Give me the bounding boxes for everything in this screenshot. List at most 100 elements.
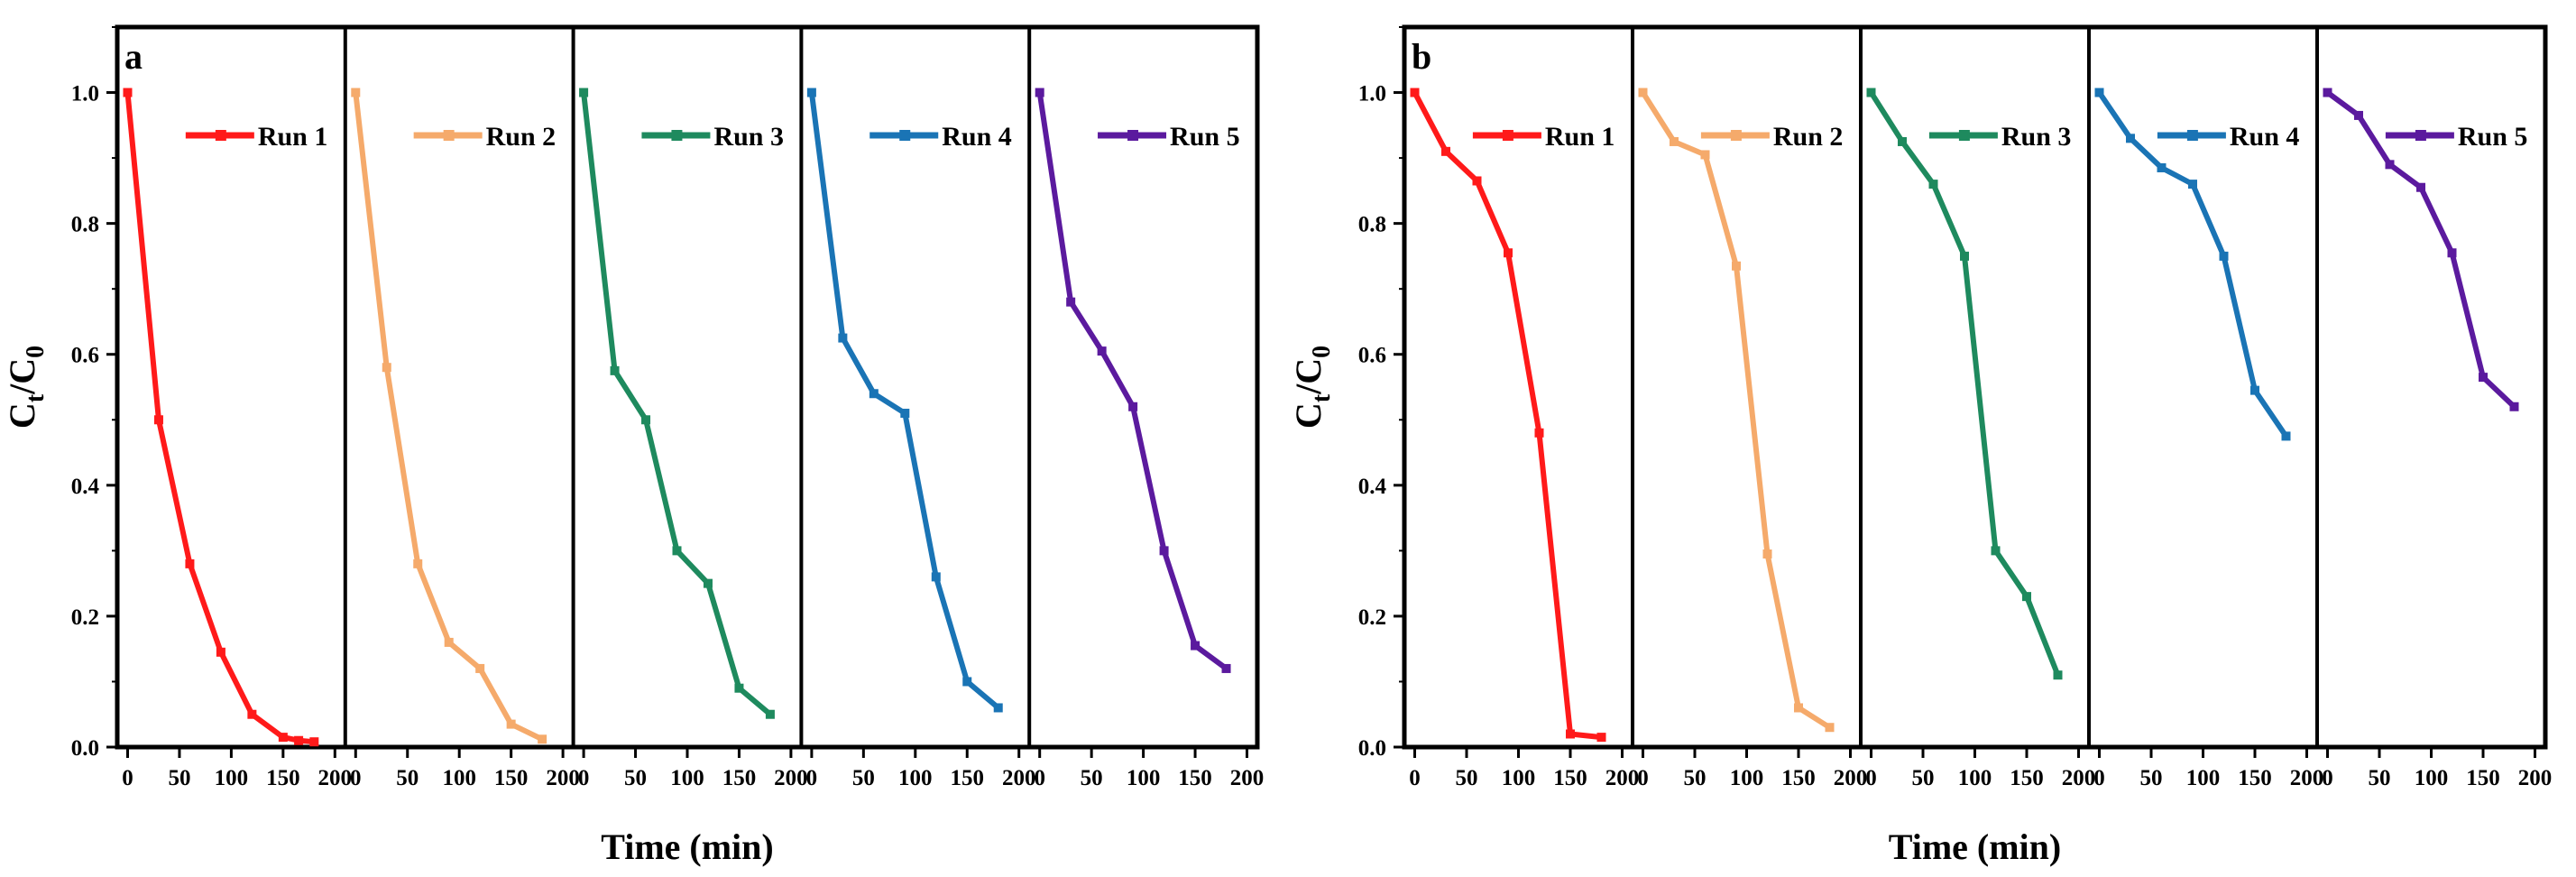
x-tick-label: 200: [546, 766, 580, 790]
data-point: [703, 578, 713, 588]
y-tick-label: 0.8: [1358, 213, 1386, 237]
panel-b: 0.0 0.2 0.4 0.6 0.8 1.0 b Ct/C0 Time (min) 0 50 100…: [1288, 24, 2553, 867]
series-line: [581, 92, 772, 717]
x-tick-label: 0: [122, 766, 133, 790]
x-tick-label: 100: [670, 766, 704, 790]
y-tick-label: 0.2: [71, 605, 99, 630]
series-line: [1868, 90, 2061, 677]
data-point: [1866, 88, 1876, 97]
y-tick-label: 0.6: [1358, 344, 1386, 368]
x-tick-label: 50: [1081, 766, 1103, 790]
x-tick-label: 50: [1684, 766, 1707, 790]
data-point: [1960, 251, 1969, 261]
y-tick-label: 0.0: [71, 736, 99, 761]
x-tick-label: 150: [1781, 766, 1816, 790]
data-point: [247, 709, 257, 719]
data-point: [278, 733, 288, 743]
x-tick-label: 150: [2010, 766, 2044, 790]
data-point: [2479, 373, 2488, 383]
legend-label: Run 5: [1170, 122, 1240, 152]
data-point: [1825, 723, 1835, 733]
x-tick-label: 100: [1958, 766, 1992, 790]
legend-marker: [1958, 130, 1970, 141]
data-point: [1638, 88, 1648, 97]
legend-marker: [1730, 130, 1742, 141]
x-tick-label: 200: [2518, 766, 2553, 790]
data-point: [1441, 146, 1450, 156]
legend-label: Run 1: [258, 122, 328, 152]
data-point: [216, 647, 225, 657]
legend-marker: [2186, 130, 2198, 141]
x-tick-label: 0: [2093, 766, 2105, 790]
x-tick-label: 100: [1127, 766, 1161, 790]
data-point: [2126, 134, 2135, 143]
data-point: [2250, 385, 2259, 395]
data-point: [1898, 136, 1907, 146]
y-tick-label: 0.2: [1358, 605, 1386, 630]
y-axis-label: Ct/C0: [1288, 346, 1336, 429]
x-tick-label: 150: [1178, 766, 1212, 790]
data-point: [1991, 546, 2001, 556]
series-line: [1036, 92, 1228, 671]
legend-marker: [1502, 130, 1513, 141]
data-point: [2157, 162, 2167, 172]
data-point: [2385, 160, 2395, 170]
legend-label: Run 4: [2230, 122, 2300, 152]
data-point: [2022, 592, 2031, 602]
panel-letter: a: [124, 36, 143, 77]
data-point: [993, 703, 1003, 713]
data-point: [1732, 261, 1741, 271]
data-point: [1097, 346, 1107, 356]
x-tick-label: 150: [951, 766, 985, 790]
data-point: [1128, 402, 1138, 411]
legend-label: Run 5: [2458, 122, 2528, 152]
x-tick-label: 100: [215, 766, 249, 790]
x-tick-label: 0: [1034, 766, 1045, 790]
x-tick-label: 200: [2062, 766, 2096, 790]
data-point: [1762, 549, 1772, 559]
data-point: [413, 559, 423, 568]
x-axis-label: Time (min): [601, 826, 773, 867]
x-tick-label: 50: [624, 766, 647, 790]
data-point: [1700, 150, 1710, 160]
data-point: [2094, 88, 2104, 97]
data-point: [153, 415, 163, 425]
legend-label: Run 2: [1773, 122, 1844, 152]
x-tick-label: 50: [168, 766, 190, 790]
x-tick-label: 200: [2290, 766, 2324, 790]
data-point: [475, 663, 485, 673]
x-tick-label: 0: [578, 766, 590, 790]
y-tick-label: 0.8: [71, 213, 99, 237]
x-tick-label: 50: [852, 766, 875, 790]
x-tick-label: 150: [1553, 766, 1587, 790]
x-tick-label: 0: [1637, 766, 1649, 790]
legend-marker: [1127, 130, 1139, 141]
data-point: [294, 735, 304, 745]
x-tick-label: 200: [318, 766, 353, 790]
x-tick-label: 150: [2466, 766, 2500, 790]
x-tick-label: 100: [1730, 766, 1764, 790]
data-point: [1191, 641, 1201, 651]
data-point: [444, 637, 454, 647]
x-tick-label: 200: [1230, 766, 1265, 790]
x-tick-label: 50: [2140, 766, 2163, 790]
x-tick-label: 200: [1605, 766, 1640, 790]
data-point: [1035, 88, 1044, 97]
panel-a: 0.0 0.2 0.4 0.6 0.8 1.0 a Ct/C0 Time (min) 0 50 100…: [2, 24, 1265, 867]
data-point: [2219, 251, 2229, 261]
legend-label: Run 4: [942, 122, 1012, 152]
legend-label: Run 3: [713, 122, 784, 152]
y-tick-label: 0.4: [1358, 475, 1387, 499]
data-point: [351, 88, 361, 97]
x-tick-label: 0: [1409, 766, 1421, 790]
legend-label: Run 2: [486, 122, 557, 152]
data-point: [1928, 180, 1938, 189]
data-point: [610, 365, 620, 375]
y-tick-label: 1.0: [71, 82, 99, 106]
legend-label: Run 3: [2001, 122, 2072, 152]
x-tick-label: 150: [722, 766, 757, 790]
x-tick-label: 200: [1834, 766, 1868, 790]
legend-marker: [671, 130, 683, 141]
series-line: [1640, 90, 1832, 730]
